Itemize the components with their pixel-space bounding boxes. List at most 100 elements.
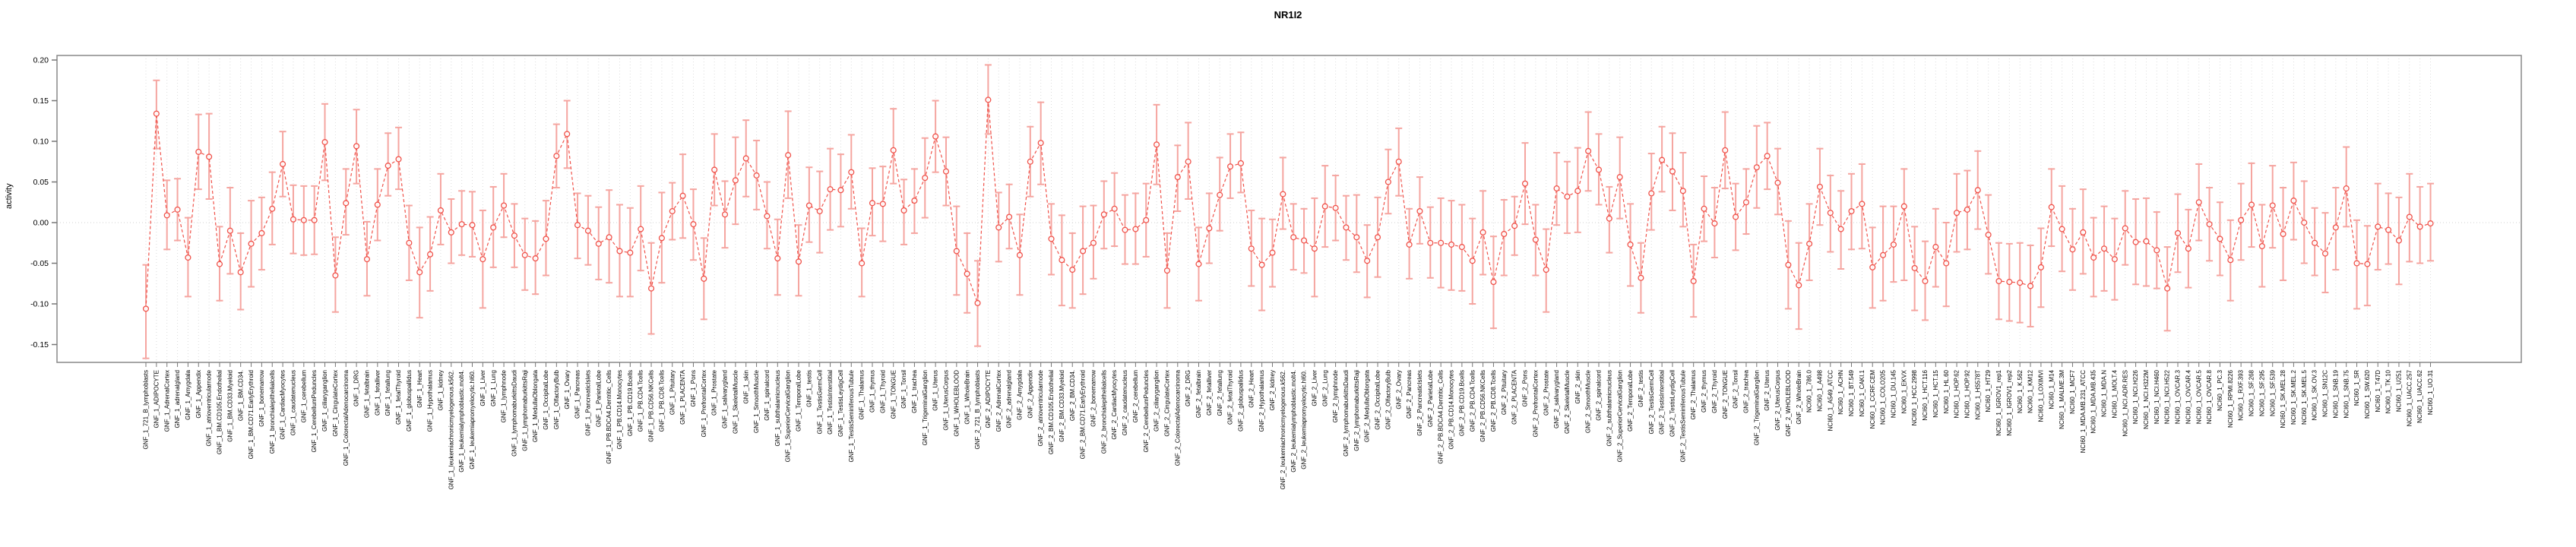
x-tick-label: GNF_2_bonemarrow	[1090, 370, 1097, 427]
data-point	[1764, 153, 1771, 160]
x-tick-label: NCI60_1_SN12C	[2322, 370, 2329, 417]
x-tick-label: GNF_1_TemporalLobe	[796, 369, 802, 431]
x-tick-label: GNF_1_leukemiapromyelocytic.hl60.	[469, 370, 476, 470]
data-point	[1690, 277, 1697, 285]
data-point	[1406, 241, 1413, 248]
data-point	[1995, 277, 2002, 285]
data-point	[1122, 226, 1128, 233]
x-tick-label: GNF_1_Hypothalamus	[427, 370, 434, 432]
x-tick-label: GNF_1_adrenalgland	[174, 370, 181, 428]
plot-box	[56, 55, 2522, 363]
x-tick-label: GNF_1_lymphomaburkittsDaudi	[511, 370, 517, 457]
x-tick-label: GNF_1_CerebellumPeduncles	[311, 370, 318, 453]
x-tick-label: GNF_2_ParietalLobe	[1427, 369, 1434, 427]
x-tick-label: NCI60_1_MALME.3M	[2059, 370, 2065, 429]
x-tick-label: GNF_2_leukemiapromyelocytic.hl60.	[1301, 370, 1308, 470]
data-point	[1753, 164, 1760, 171]
x-tick-label: GNF_2_spinalcord	[1596, 370, 1603, 421]
y-tick-label: 0.00	[33, 219, 49, 228]
data-point	[848, 169, 855, 175]
x-tick-label: GNF_1_leukemialymphoblastic.molt4.	[458, 370, 465, 473]
data-point	[2375, 223, 2381, 230]
data-point	[1416, 207, 1423, 215]
data-point	[2059, 226, 2065, 232]
data-point	[616, 248, 623, 255]
data-point	[922, 175, 929, 182]
data-point	[269, 205, 276, 212]
x-tick-label: GNF_2_CardiacMyocytes	[1111, 370, 1118, 440]
x-tick-label: GNF_2_TestisInterstitial	[1659, 370, 1666, 435]
data-point	[248, 240, 255, 247]
x-tick-label: GNF_2_ADIPOCYTE	[985, 370, 992, 428]
x-tick-label: GNF_2_CingulateCortex	[1163, 370, 1170, 437]
x-tick-label: NCI60_1_NCI.H322M	[2143, 370, 2150, 429]
data-point	[258, 229, 265, 236]
data-point	[469, 222, 476, 229]
x-tick-label: GNF_2_lymphnode	[1332, 369, 1339, 422]
x-tick-label: GNF_2_PB.BDCA4.Dentritic_Cells	[1438, 370, 1445, 464]
x-tick-label: GNF_1_subthalamicnucleus	[774, 370, 781, 447]
data-point	[1227, 163, 1234, 170]
x-tick-label: GNF_2_Thalamus	[1690, 370, 1697, 419]
data-point	[1448, 241, 1455, 248]
x-tick-label: GNF_2_721_B_lymphoblasts	[974, 370, 981, 450]
data-point	[185, 254, 191, 261]
x-tick-label: NCI60_1_U251	[2396, 369, 2403, 412]
x-tick-label: GNF_2_ColorectalAdenocarcinoma	[1174, 369, 1181, 466]
x-tick-label: GNF_2_Prostate	[1543, 369, 1549, 416]
data-point	[1816, 183, 1823, 190]
x-tick-label: GNF_1_PB.CD14.Monocytes	[616, 370, 623, 450]
x-tick-label: NCI60_1_SNB.19	[2332, 369, 2339, 418]
x-tick-label: GNF_2_PB.CD4.Tcells	[1469, 370, 1476, 432]
x-tick-label: GNF_2_TestisGermCell	[1648, 370, 1655, 435]
x-tick-label: GNF_1_lymphomaburkittsRaji	[521, 370, 528, 451]
data-point	[1490, 279, 1497, 286]
data-point	[2290, 198, 2297, 204]
data-point	[2080, 229, 2087, 236]
data-point	[2364, 261, 2371, 267]
data-point	[501, 202, 508, 209]
data-point	[1427, 239, 1434, 246]
data-point	[2416, 223, 2423, 230]
data-point	[2395, 237, 2403, 244]
x-tick-label: NCI60_1_IGROV1_rep2	[2006, 369, 2013, 435]
data-point	[701, 275, 707, 282]
x-tick-label: GNF_2_SmoothMuscle	[1585, 369, 1592, 433]
x-tick-label: GNF_2_atrioventricularnode	[1037, 369, 1044, 446]
x-tick-label: GNF_2_BM.CD33.Myeloid	[1059, 370, 1065, 442]
x-tick-label: GNF_1_Ovary	[564, 370, 571, 409]
x-tick-label: NCI60_1_A549_ATCC	[1827, 370, 1834, 432]
x-tick-label: GNF_2_PLACENTA	[1511, 369, 1518, 425]
x-tick-label: GNF_2_OlfactoryBulb	[1385, 369, 1391, 429]
x-tick-label: GNF_1_PB.CD4.Tcells	[638, 370, 644, 432]
x-tick-label: GNF_1_cerebellum	[300, 370, 307, 423]
data-point	[1501, 230, 1508, 238]
x-tick-label: GNF_2_TemporalLobe	[1627, 369, 1634, 431]
data-point	[964, 270, 970, 277]
data-point	[142, 305, 150, 312]
data-point	[1332, 204, 1339, 211]
x-tick-label: GNF_1_Lung	[490, 370, 497, 406]
data-point	[1353, 234, 1360, 241]
x-tick-label: GNF_2_WHOLEBLOOD	[1785, 370, 1792, 437]
x-tick-label: GNF_2_leukemialymphoblastic.molt4.	[1290, 370, 1297, 473]
data-point	[1922, 277, 1929, 285]
data-point	[1701, 205, 1707, 212]
x-tick-label: NCI60_1_IGROV1_rep1	[1995, 369, 2002, 435]
x-tick-label: GNF_2_skin	[1574, 370, 1581, 403]
data-point	[669, 207, 676, 215]
data-point	[647, 285, 655, 292]
data-point	[1890, 241, 1897, 248]
x-tick-label: NCI60_1_HT29	[1985, 369, 1992, 412]
data-point	[343, 200, 350, 207]
x-tick-label: GNF_1_Prostate	[711, 369, 718, 416]
x-tick-label: GNF_1_Pituitary	[669, 370, 676, 415]
x-tick-label: GNF_2_Pons	[1522, 370, 1529, 406]
data-point	[1206, 225, 1213, 232]
x-tick-label: GNF_2_PB.CD8.Tcells	[1490, 370, 1497, 432]
data-point	[837, 187, 844, 194]
data-point	[1237, 160, 1244, 166]
data-point	[2406, 213, 2413, 220]
